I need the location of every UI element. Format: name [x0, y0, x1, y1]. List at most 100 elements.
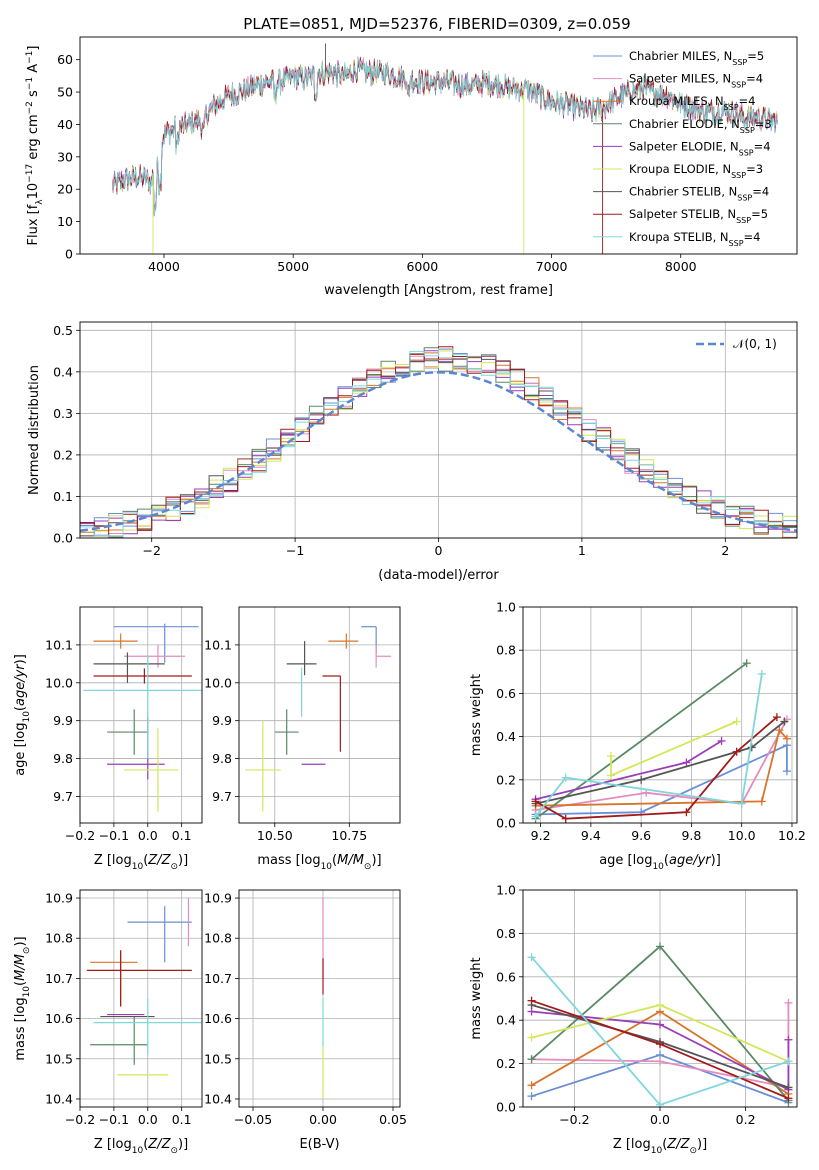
x-tick-label: 9.6	[631, 828, 651, 843]
weight-vs-Z-xlabel: Z [log10(Z/Z⊙)]	[613, 1137, 707, 1156]
y-tick-label: 9.9	[53, 713, 73, 728]
legend-text: =3	[746, 162, 763, 176]
x-tick-label: −0.1	[99, 828, 129, 843]
age-vs-Z-ylabel: age [log10(age/yr)]	[13, 654, 32, 776]
x-tick-label: −1	[286, 543, 304, 558]
label-part: age [log	[13, 723, 28, 776]
weight-series-8	[531, 669, 766, 821]
legend-subscript: SSP	[729, 238, 744, 247]
y-tick-label: 9.8	[53, 751, 73, 766]
y-tick-label: 10.4	[45, 1091, 73, 1106]
legend-entry-4: Salpeter ELODIE, NSSP=4	[629, 139, 771, 157]
legend-entry-5: Kroupa ELODIE, NSSP=3	[629, 162, 763, 180]
label-part: M/M	[337, 853, 364, 868]
label-part: Flux [f	[26, 204, 41, 245]
errorbar-point	[127, 906, 192, 963]
label-part: wavelength [Angstrom, rest frame]	[324, 283, 553, 298]
label-part: )]	[13, 654, 28, 664]
axes-mass-vs-EBV: −0.05 0.00 0.05 10.4 10.5 10.6 10.7 10.8 10.9	[204, 890, 407, 1127]
y-tick-label: 10.9	[45, 891, 73, 906]
weight-line	[535, 718, 788, 811]
y-tick-label: 10.6	[204, 1011, 232, 1026]
label-part: Z [log	[94, 853, 132, 868]
weight-series-1	[531, 715, 791, 815]
weight-vs-age-xlabel: age [log10(age/yr)]	[599, 853, 721, 872]
x-tick-label: 4000	[148, 259, 180, 274]
errorbar-point	[244, 720, 281, 812]
label-part: )]	[711, 853, 721, 868]
spectrum-ylabel: Flux [fλ10−17 erg cm−2 s−1 A−1]	[25, 46, 45, 246]
x-tick-label: 10.2	[778, 828, 806, 843]
x-tick-label: 7000	[536, 259, 568, 274]
label-part: ⊙	[689, 1146, 697, 1156]
age-vs-mass-xlabel: mass [log10(M/M⊙)]	[257, 853, 381, 872]
normal-curve	[79, 371, 798, 532]
spectrum-xlabel: wavelength [Angstrom, rest frame]	[324, 283, 553, 298]
x-tick-label: −0.05	[234, 1112, 272, 1127]
errorbar-point	[93, 668, 192, 684]
y-tick-label: 10.6	[45, 1011, 73, 1026]
label-part: 10	[26, 183, 41, 200]
residuals-xlabel: (data-model)/error	[378, 568, 499, 583]
legend-text: =4	[739, 94, 756, 108]
weight-line	[535, 720, 785, 805]
legend-text: =5	[751, 207, 768, 221]
label-part: ]	[26, 46, 41, 51]
y-tick-label: 60	[57, 52, 73, 67]
y-tick-label: 10.7	[45, 971, 73, 986]
errorbar-point	[274, 709, 299, 755]
spectrum-line	[111, 58, 778, 216]
y-tick-label: 0.4	[496, 1013, 516, 1028]
x-tick-label: −0.2	[65, 1112, 95, 1127]
legend-entry-2: Kroupa MILES, NSSP=4	[629, 94, 755, 112]
legend-text: Chabrier ELODIE, N	[629, 117, 740, 131]
label-part: 10	[321, 862, 333, 872]
errorbar-point	[322, 675, 341, 752]
errorbar-point	[124, 728, 179, 812]
legend-entry-3: Chabrier ELODIE, NSSP=3	[629, 117, 772, 135]
x-tick-label: 1	[578, 543, 586, 558]
y-tick-label: 0.8	[496, 926, 516, 941]
y-tick-label: 10.4	[204, 1091, 232, 1106]
label-part: (	[13, 981, 28, 986]
label-part: 10	[132, 862, 144, 872]
y-tick-label: 10.1	[204, 637, 232, 652]
x-tick-label: 0.1	[172, 828, 192, 843]
y-tick-label: 0.2	[496, 772, 516, 787]
x-tick-label: 0.0	[138, 828, 158, 843]
label-part: (	[13, 706, 28, 711]
label-part: 10	[22, 986, 32, 998]
y-tick-label: 1.0	[496, 883, 516, 898]
label-part: 10	[22, 711, 32, 723]
legend-text: Kroupa STELIB, N	[629, 230, 729, 244]
x-tick-label: 10.0	[728, 828, 756, 843]
y-tick-label: 0.2	[53, 447, 73, 462]
label-part: Z/Z	[147, 1137, 171, 1152]
label-part: )]	[697, 1137, 707, 1152]
axes-frame	[79, 36, 798, 255]
axes-frame	[79, 321, 798, 539]
y-tick-label: 0.2	[496, 1056, 516, 1071]
errorbar-point	[375, 644, 392, 668]
legend-text: Salpeter STELIB, N	[629, 207, 736, 221]
y-tick-label: 30	[57, 149, 73, 164]
legend-subscript: SSP	[736, 216, 751, 225]
y-tick-label: 40	[57, 117, 73, 132]
label-part: (	[332, 853, 337, 868]
errorbar-point	[93, 998, 202, 1055]
legend-subscript: SSP	[732, 58, 747, 67]
label-part: erg cm	[26, 114, 41, 163]
label-part: (	[143, 1137, 148, 1152]
legend-subscript: SSP	[737, 193, 752, 202]
x-tick-label: 5000	[277, 259, 309, 274]
y-tick-label: 10.5	[45, 1051, 73, 1066]
y-tick-label: 0.0	[496, 1100, 516, 1115]
axes-weight-vs-Z: −0.2 0.0 0.2 0.0 0.2 0.4 0.6 0.8 1.0	[496, 883, 797, 1127]
label-part: Z/Z	[666, 1137, 690, 1152]
legend-text: Salpeter ELODIE, N	[629, 139, 739, 153]
label-part: E(B-V)	[299, 1137, 339, 1152]
x-tick-label: 0	[435, 543, 443, 558]
label-part: λ	[35, 199, 45, 205]
label-part: )]	[371, 853, 381, 868]
label-part: 10	[651, 1146, 663, 1156]
